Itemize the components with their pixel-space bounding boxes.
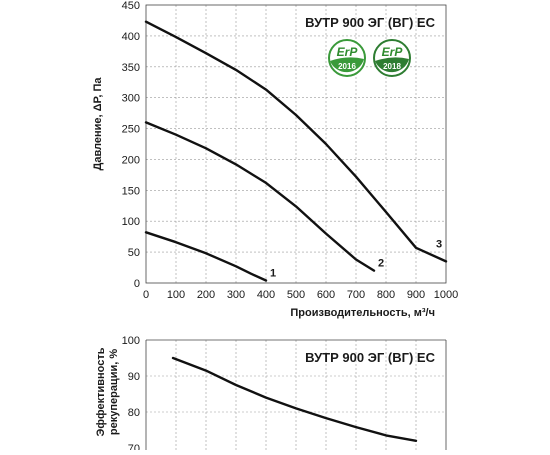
badge-fill xyxy=(330,57,364,73)
series-label-2: 2 xyxy=(378,258,384,270)
x-tick-label: 300 xyxy=(227,289,245,301)
x-tick-label: 100 xyxy=(167,289,185,301)
x-tick-label: 600 xyxy=(317,289,335,301)
erp-badges: ErP 2016 ErP 2018 xyxy=(328,39,411,77)
x-tick-label: 900 xyxy=(407,289,425,301)
plot-frame xyxy=(145,4,447,284)
badge-label: ErP xyxy=(382,45,404,59)
chart-title: ВУТР 900 ЭГ (ВГ) ЕС xyxy=(305,15,435,30)
x-axis-label: Производительность, м³/ч xyxy=(290,307,435,319)
x-tick-label: 700 xyxy=(347,289,365,301)
pressure-chart: 0 100 200 300 400 500 600 700 800 900 1000 0 50 100 15… xyxy=(92,0,458,319)
y-tick-label: 350 xyxy=(122,62,140,74)
badge-year: 2016 xyxy=(338,62,356,71)
efficiency-line xyxy=(171,356,418,442)
x-tick-label: 800 xyxy=(377,289,395,301)
y-tick-label: 300 xyxy=(122,93,140,105)
series-line-3 xyxy=(144,20,448,263)
y-axis-label: Давление, ΔР, Па xyxy=(92,77,104,171)
y-tick-label: 100 xyxy=(122,216,140,228)
badge-year: 2018 xyxy=(383,62,401,71)
series-label-1: 1 xyxy=(270,268,276,280)
efficiency-chart: 70 80 90 100 ВУТР 900 ЭГ (ВГ) ЕС Эффективност… xyxy=(95,335,447,455)
y-tick-label: 80 xyxy=(128,407,140,419)
y-axis-label-line: Эффективность xyxy=(95,347,107,436)
x-tick-label: 400 xyxy=(257,289,275,301)
x-tick-label: 0 xyxy=(143,289,149,301)
y-axis-label-line: рекуперации, % xyxy=(108,349,120,435)
y-tick-label: 200 xyxy=(122,154,140,166)
y-tick-label: 0 xyxy=(134,278,140,290)
y-tick-label: 150 xyxy=(122,185,140,197)
series-line-1 xyxy=(144,231,268,282)
erp-2018-icon: ErP 2018 xyxy=(373,39,411,77)
y-tick-label: 70 xyxy=(128,443,140,450)
y-tick-label: 450 xyxy=(122,0,140,12)
erp-2016-icon: ErP 2016 xyxy=(328,39,366,77)
x-tick-label: 200 xyxy=(197,289,215,301)
y-tick-label: 400 xyxy=(122,31,140,43)
badge-fill xyxy=(375,57,409,73)
series-line-2 xyxy=(144,121,376,272)
x-tick-label: 1000 xyxy=(434,289,458,301)
y-axis-label: Эффективностьрекуперации, % xyxy=(95,347,120,436)
series-label-3: 3 xyxy=(436,238,442,250)
x-tick-label: 500 xyxy=(287,289,305,301)
y-tick-label: 250 xyxy=(122,124,140,136)
chart-title: ВУТР 900 ЭГ (ВГ) ЕС xyxy=(305,350,435,365)
y-tick-label: 90 xyxy=(128,371,140,383)
y-tick-label: 100 xyxy=(122,335,140,347)
y-tick-label: 50 xyxy=(128,247,140,259)
badge-label: ErP xyxy=(337,45,359,59)
